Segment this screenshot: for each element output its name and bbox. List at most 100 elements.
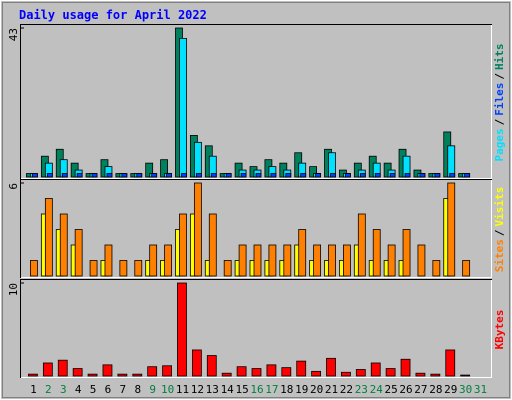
bar	[253, 244, 262, 277]
bar	[119, 260, 128, 277]
bar	[147, 366, 158, 377]
bar	[355, 369, 366, 377]
bar	[285, 173, 292, 178]
bar	[417, 244, 426, 277]
bar	[210, 173, 217, 178]
bar	[59, 213, 68, 277]
bar	[102, 364, 113, 377]
bar	[251, 368, 262, 377]
x-tick-label: 29	[444, 383, 457, 396]
legend-separator: /	[493, 73, 506, 80]
bar	[283, 244, 292, 277]
bar	[72, 368, 83, 377]
bar	[462, 260, 471, 277]
bar	[447, 182, 456, 277]
bar	[464, 173, 471, 178]
bar	[357, 213, 366, 277]
x-tick-label: 16	[250, 383, 263, 396]
legend-separator: /	[493, 229, 506, 236]
plot-area	[20, 24, 492, 179]
x-tick-label: 5	[90, 383, 97, 396]
legend: Sites / Visits	[493, 187, 506, 273]
x-tick-label: 26	[399, 383, 412, 396]
x-tick-label: 13	[206, 383, 219, 396]
bar	[311, 370, 322, 377]
bar	[208, 213, 217, 277]
bar	[345, 173, 351, 178]
bar	[266, 364, 277, 377]
bar	[151, 173, 158, 178]
legend-entry: Pages	[493, 128, 506, 161]
plot-area	[20, 279, 492, 378]
bar	[300, 173, 307, 178]
bar	[32, 173, 38, 178]
x-tick-label: 6	[105, 383, 112, 396]
x-tick-label: 1	[30, 383, 37, 396]
bar	[385, 368, 396, 377]
bar	[181, 173, 187, 178]
bar	[206, 355, 217, 377]
bar	[162, 365, 172, 377]
bar	[179, 213, 187, 277]
bar	[359, 173, 366, 178]
bar	[240, 173, 247, 178]
bar	[193, 182, 202, 277]
x-tick-label: 21	[325, 383, 338, 396]
bar	[328, 244, 336, 277]
bar	[195, 173, 202, 178]
bar	[166, 173, 172, 178]
bar	[42, 362, 53, 377]
legend-separator: /	[493, 118, 506, 125]
bar	[326, 357, 336, 377]
x-tick-label: 9	[149, 383, 156, 396]
bar	[281, 367, 292, 377]
bar	[460, 374, 471, 377]
bar	[313, 244, 322, 277]
bar	[449, 173, 456, 178]
x-tick-label: 23	[355, 383, 368, 396]
bar	[372, 229, 381, 277]
bar	[255, 173, 262, 178]
bar	[223, 260, 232, 277]
bar	[104, 244, 113, 277]
x-tick-label: 3	[60, 383, 67, 396]
bar	[121, 173, 128, 178]
bar	[132, 373, 143, 377]
x-tick-label: 8	[134, 383, 141, 396]
x-tick-label: 10	[161, 383, 174, 396]
bar	[445, 349, 456, 377]
bar	[74, 229, 83, 277]
x-tick-label: 15	[235, 383, 248, 396]
bar	[343, 244, 351, 277]
x-tick-label: 7	[120, 383, 127, 396]
bar	[430, 373, 441, 377]
bar	[270, 173, 277, 178]
bar	[389, 173, 396, 178]
bar	[434, 173, 441, 178]
bar	[28, 373, 38, 377]
bar	[268, 244, 277, 277]
bar	[57, 359, 68, 377]
x-tick-label: 17	[265, 383, 278, 396]
x-tick-label: 22	[340, 383, 353, 396]
bar	[160, 159, 168, 178]
legend-entry: Files	[493, 83, 506, 116]
bar	[309, 166, 318, 178]
legend-entry: Sites	[493, 239, 506, 272]
bar	[402, 229, 411, 277]
x-tick-label: 25	[385, 383, 398, 396]
legend: KBytes	[493, 310, 506, 350]
bar	[136, 173, 143, 178]
x-tick-label: 31	[474, 383, 487, 396]
x-tick-label: 2	[45, 383, 52, 396]
legend-entry: Hits	[493, 44, 506, 71]
bar	[106, 173, 113, 178]
bar	[315, 173, 322, 178]
bar	[341, 371, 351, 377]
y-tick-label: 43	[7, 28, 20, 41]
bar	[145, 162, 154, 178]
x-tick-label: 4	[75, 383, 82, 396]
bar	[296, 360, 307, 377]
bar	[400, 358, 411, 377]
